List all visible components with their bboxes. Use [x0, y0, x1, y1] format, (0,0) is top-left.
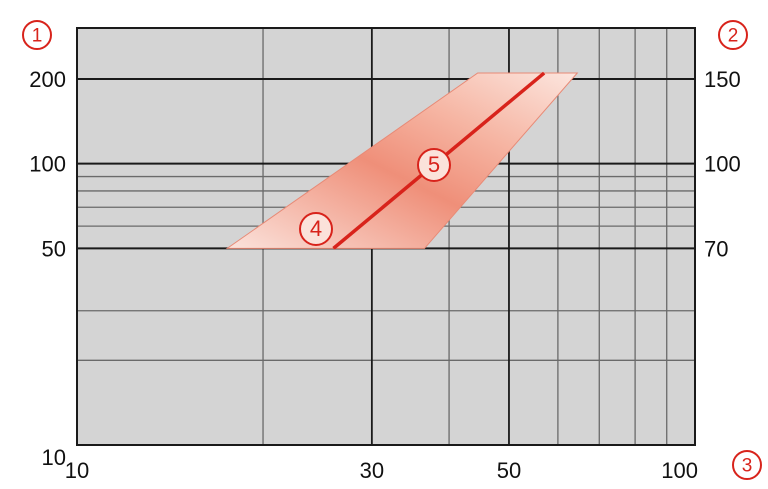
marker-right-axis: 2: [718, 20, 748, 50]
number-markers: 1 2 3 4 5: [22, 20, 762, 480]
marker-left-axis-label: 1: [32, 25, 43, 46]
marker-x-axis-label: 3: [742, 455, 753, 476]
marker-right-axis-label: 2: [728, 25, 739, 46]
marker-band: 4: [299, 212, 333, 246]
y-tick-label-left: 100: [29, 152, 66, 177]
marker-band-label: 4: [310, 216, 322, 241]
marker-center-line: 5: [417, 148, 451, 182]
marker-right-axis-circle: [718, 20, 748, 50]
marker-center-line-circle: [417, 148, 451, 182]
marker-left-axis-circle: [22, 20, 52, 50]
tick-labels: 10 30 50 100 10 50 100 200 70 100 150: [29, 67, 740, 483]
y-tick-label-right: 100: [704, 152, 741, 177]
marker-x-axis: 3: [732, 450, 762, 480]
x-tick-label: 100: [661, 458, 698, 483]
marker-left-axis: 1: [22, 20, 52, 50]
x-tick-label: 30: [360, 458, 384, 483]
y-tick-label-left: 200: [29, 67, 66, 92]
x-tick-label: 10: [65, 458, 89, 483]
y-tick-label-right: 150: [704, 67, 741, 92]
plot-frame: [76, 27, 696, 446]
marker-band-circle: [299, 212, 333, 246]
y-tick-label-left: 50: [42, 236, 66, 261]
y-tick-label-left: 10: [42, 445, 66, 470]
marker-center-line-label: 5: [428, 152, 440, 177]
x-tick-label: 50: [497, 458, 521, 483]
y-tick-label-right: 70: [704, 236, 728, 261]
marker-x-axis-circle: [732, 450, 762, 480]
